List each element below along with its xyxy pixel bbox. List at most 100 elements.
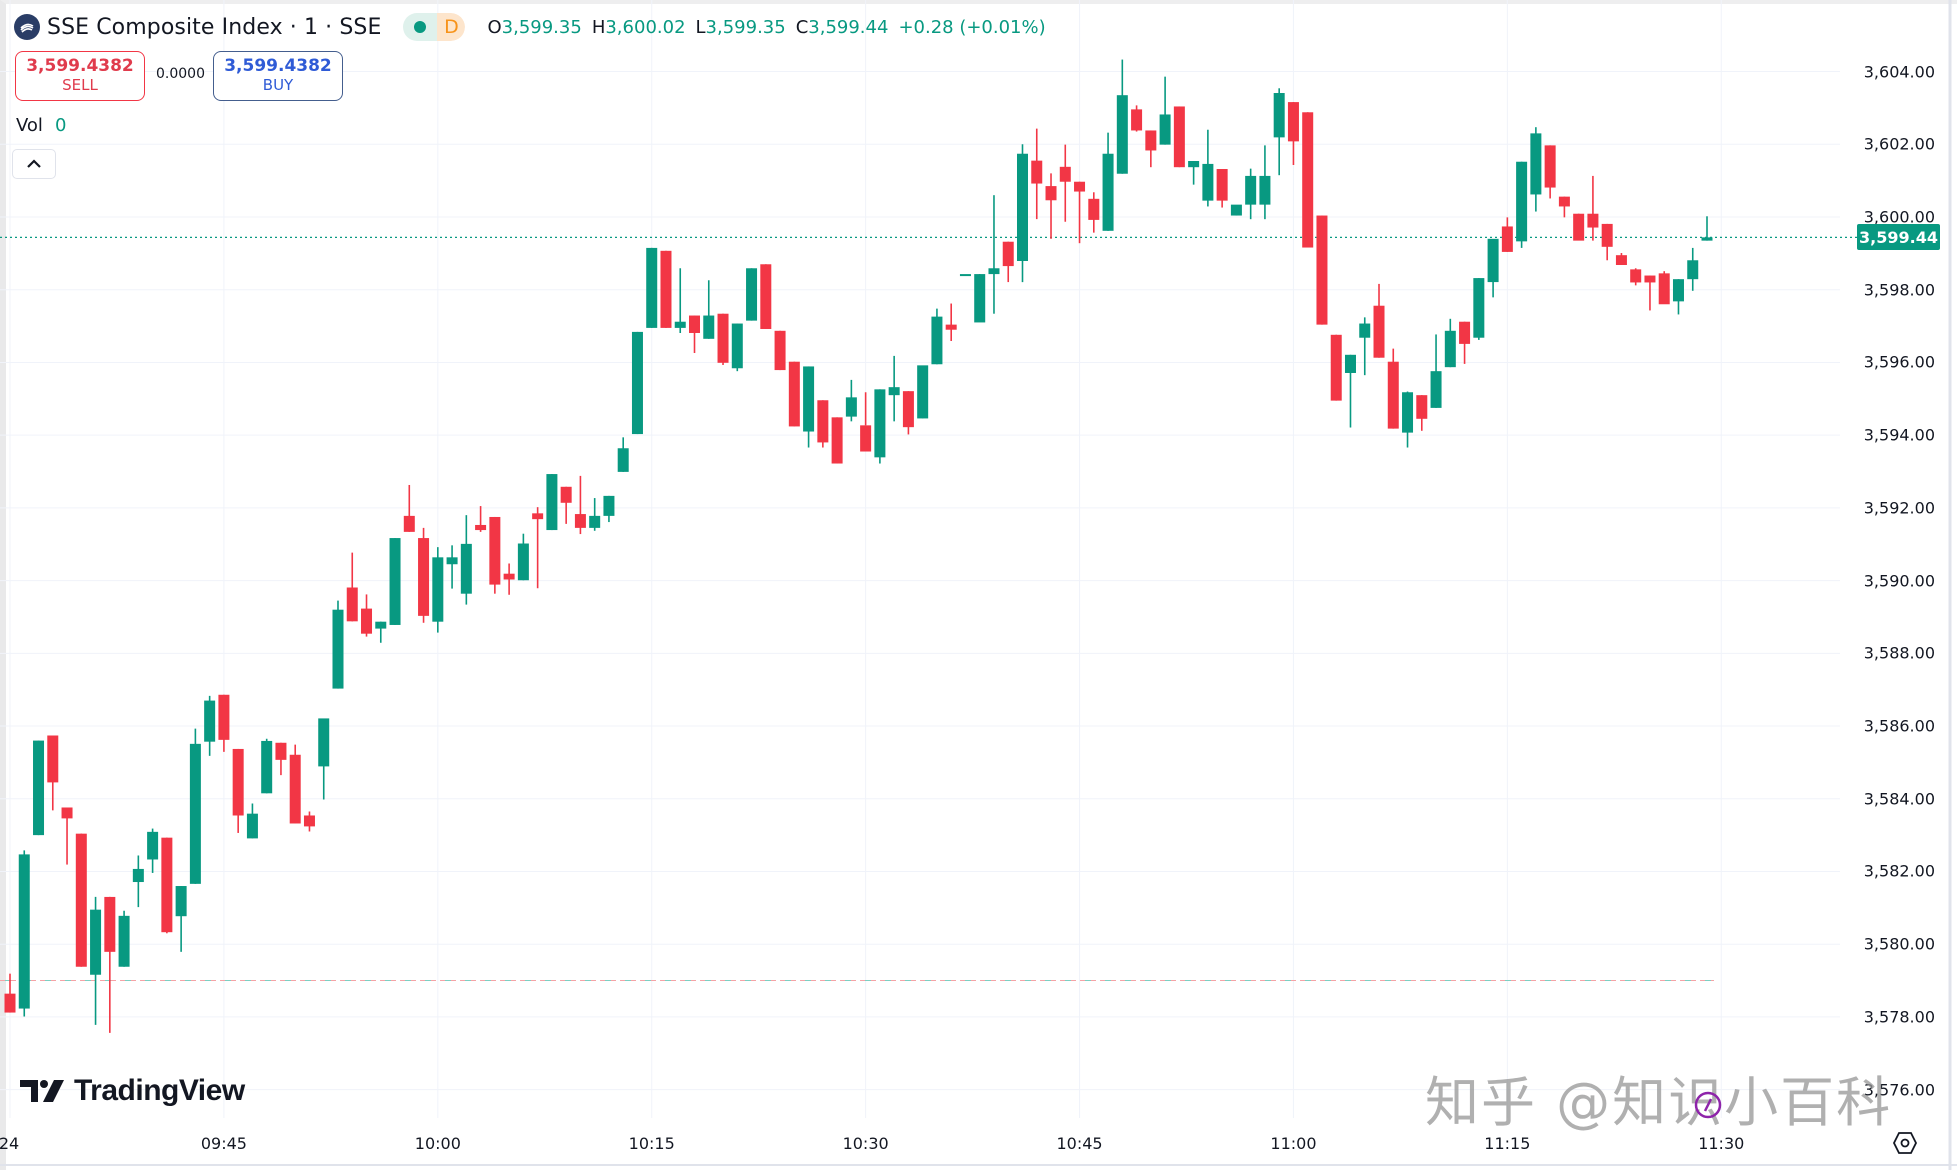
candle[interactable] (218, 694, 230, 752)
candle[interactable] (1573, 213, 1585, 241)
candle[interactable] (1687, 247, 1699, 291)
candle[interactable] (1444, 318, 1456, 368)
candle[interactable] (4, 973, 16, 1013)
candle[interactable] (432, 547, 444, 633)
candle[interactable] (760, 264, 772, 329)
candle[interactable] (774, 330, 786, 371)
candle[interactable] (75, 833, 87, 967)
candle[interactable] (1672, 279, 1684, 315)
candle[interactable] (803, 366, 815, 448)
chart-settings-button[interactable] (1892, 1130, 1918, 1156)
candle[interactable] (589, 498, 601, 531)
candle[interactable] (1601, 223, 1613, 261)
candle[interactable] (61, 807, 73, 865)
candle[interactable] (1059, 144, 1071, 222)
candle[interactable] (1516, 161, 1528, 248)
candle[interactable] (945, 303, 957, 341)
candle[interactable] (1373, 283, 1385, 358)
candle[interactable] (1102, 132, 1114, 231)
candle[interactable] (532, 507, 544, 589)
candle[interactable] (175, 886, 187, 952)
candle[interactable] (959, 274, 971, 277)
candle[interactable] (1402, 391, 1414, 448)
candle[interactable] (1587, 175, 1599, 241)
candle[interactable] (289, 744, 301, 824)
candle[interactable] (503, 563, 515, 595)
candle[interactable] (118, 910, 130, 967)
candle[interactable] (660, 250, 672, 328)
candle[interactable] (1216, 169, 1228, 208)
candle[interactable] (617, 437, 629, 472)
candle[interactable] (1045, 173, 1057, 239)
candle[interactable] (845, 379, 857, 422)
candle[interactable] (874, 389, 886, 464)
tradingview-logo[interactable]: TradingView (20, 1074, 245, 1108)
candle[interactable] (988, 195, 1000, 314)
candle[interactable] (1245, 168, 1257, 220)
candle[interactable] (731, 323, 743, 372)
candle[interactable] (489, 516, 501, 594)
candle[interactable] (831, 417, 843, 464)
candle[interactable] (361, 594, 373, 637)
candle[interactable] (1202, 129, 1214, 207)
candle[interactable] (1644, 275, 1656, 311)
candle[interactable] (189, 728, 201, 884)
candle[interactable] (1273, 88, 1285, 176)
candle[interactable] (788, 361, 800, 427)
candle[interactable] (389, 538, 401, 625)
candle[interactable] (1558, 196, 1570, 218)
candle[interactable] (1173, 106, 1185, 168)
candle[interactable] (1145, 130, 1157, 168)
candle[interactable] (90, 896, 102, 1025)
collapse-legend-button[interactable] (12, 149, 56, 179)
candle[interactable] (1031, 128, 1043, 220)
candle[interactable] (917, 365, 929, 419)
candle[interactable] (147, 828, 159, 873)
candle[interactable] (1002, 241, 1014, 283)
candle[interactable] (888, 355, 900, 422)
candle[interactable] (1630, 268, 1642, 286)
candle[interactable] (1188, 161, 1200, 185)
candle[interactable] (703, 280, 715, 339)
candle[interactable] (517, 533, 529, 581)
candle[interactable] (1344, 354, 1356, 428)
candle[interactable] (1316, 215, 1328, 325)
candle[interactable] (546, 474, 558, 531)
candle[interactable] (1544, 145, 1556, 199)
candle[interactable] (275, 742, 287, 776)
candle[interactable] (574, 475, 586, 535)
candle[interactable] (1459, 321, 1471, 364)
candle[interactable] (603, 495, 615, 523)
candle[interactable] (817, 400, 829, 448)
candle[interactable] (132, 855, 144, 908)
buy-button[interactable]: 3,599.4382 BUY (213, 51, 343, 101)
candle[interactable] (246, 803, 258, 839)
candle[interactable] (1430, 334, 1442, 408)
candle[interactable] (902, 391, 914, 435)
go-to-realtime-button[interactable] (1693, 1090, 1723, 1120)
candle[interactable] (1116, 59, 1128, 174)
sell-button[interactable]: 3,599.4382 SELL (15, 51, 145, 101)
market-status-pill[interactable]: D (403, 13, 466, 41)
candle[interactable] (204, 695, 216, 756)
candle[interactable] (1016, 144, 1028, 283)
candle[interactable] (860, 392, 872, 452)
candle[interactable] (689, 315, 701, 353)
candle[interactable] (1658, 271, 1670, 305)
candle[interactable] (332, 600, 344, 689)
candle[interactable] (303, 811, 315, 832)
candle[interactable] (1330, 334, 1342, 401)
candle[interactable] (646, 247, 658, 328)
candle[interactable] (974, 274, 986, 323)
candle[interactable] (232, 748, 244, 833)
candle[interactable] (1530, 127, 1542, 212)
candle[interactable] (674, 268, 686, 333)
candle[interactable] (446, 545, 458, 589)
candle[interactable] (1387, 348, 1399, 429)
candle[interactable] (403, 484, 415, 532)
candle[interactable] (1131, 105, 1143, 132)
candle[interactable] (1615, 252, 1627, 265)
candle[interactable] (1487, 238, 1499, 298)
candle[interactable] (560, 486, 572, 524)
candle[interactable] (631, 331, 643, 435)
